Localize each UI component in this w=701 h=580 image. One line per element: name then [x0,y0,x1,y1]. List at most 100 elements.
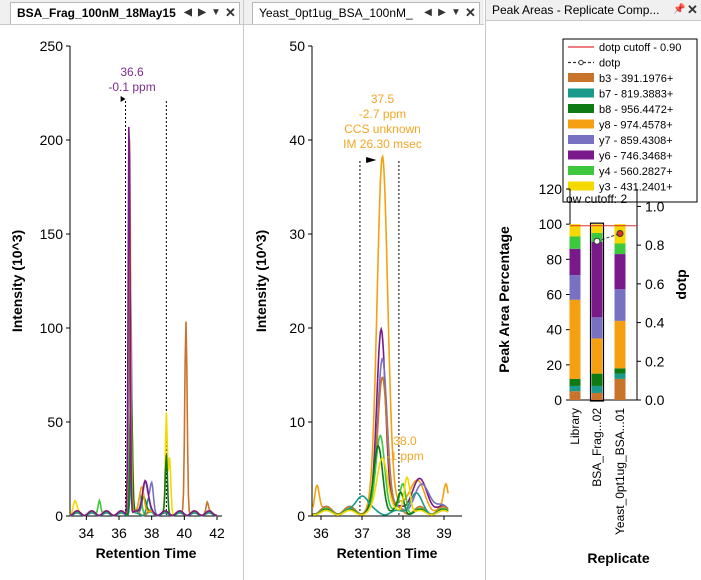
trace-y6 [312,326,449,515]
y2-tick-label: 0.0 [645,392,665,408]
dotp-point [593,237,601,245]
bar-segment [614,289,626,321]
y-tick-label: 50 [47,414,63,430]
bar-segment [591,338,603,374]
peak-annotation-ccs: CCS unknown [344,122,421,136]
y-tick-label: 60 [546,287,562,303]
y-axis-label: Intensity (10^3) [9,230,25,332]
y-tick-label: 80 [546,251,562,267]
tab-controls: ◀ ▶ ▼ ✕ [423,3,476,23]
x-tick-label: 39 [436,525,452,541]
bar-segment [591,224,603,233]
tab-bar-1: BSA_Frag_100nM_18May15 ◀ ▶ ▼ ✕ [0,0,243,25]
bar-segment [614,378,626,400]
y2-tick-label: 0.4 [645,315,665,331]
prev-icon[interactable]: ◀ [184,7,192,18]
tab-yeast[interactable]: Yeast_0pt1ug_BSA_100nM_ ◀ ▶ ▼ ✕ [252,2,480,24]
y-tick-label: 50 [289,38,305,54]
legend-swatch [568,135,594,144]
bar-segment [614,373,626,379]
bar-segment [569,224,581,237]
bar-segment [569,236,581,249]
tab-label: Yeast_0pt1ug_BSA_100nM_ [259,6,413,20]
x-axis-label: Retention Time [337,545,438,561]
bar-segment [591,232,603,242]
y-tick-label: 20 [289,320,305,336]
trace-y8 [69,139,217,517]
bar-segment [569,391,581,400]
legend-label: y4 - 560.2827+ [599,166,673,178]
legend-swatch [568,104,594,113]
x-axis-label: Retention Time [96,545,197,561]
y2-tick-label: 0.8 [645,237,665,253]
peak-areas-pane: Peak Areas - Replicate Comp... 📌 ✕ dotp … [486,0,701,580]
y-tick-label: 250 [40,38,64,54]
x-tick-label: 38 [144,525,160,541]
legend-swatch [568,73,594,82]
close-icon[interactable]: ✕ [465,5,476,20]
y2-tick-label: 0.6 [645,276,665,292]
legend-label: dotp cutoff - 0.90 [599,42,681,54]
trace-y3 [312,457,449,516]
dropdown-icon[interactable]: ▼ [451,7,461,18]
legend-label: b7 - 819.3883+ [599,89,673,101]
peak-areas-chart[interactable]: dotp cutoff - 0.90 dotp b3 - 391.1976+ b7 -… [486,20,701,580]
y-tick-label: 150 [40,226,64,242]
legend-swatch [568,119,594,129]
y2-tick-label: 1.0 [645,198,665,214]
tab-bsa-frag[interactable]: BSA_Frag_100nM_18May15 ◀ ▶ ▼ ✕ [10,2,240,24]
x-tick-label: Yeast_0pt1ug_BSA...01 [613,408,627,535]
x-tick-label: 40 [177,525,193,541]
legend-label: y3 - 431.2401+ [599,182,673,194]
close-icon[interactable]: ✕ [225,5,236,20]
pane-divider[interactable] [485,0,486,580]
dotp-point [616,230,624,238]
tab-bar-2: Yeast_0pt1ug_BSA_100nM_ ◀ ▶ ▼ ✕ [244,0,484,25]
bar-segment [591,385,603,393]
y-tick-label: 20 [546,357,562,373]
y-tick-label: 30 [289,226,305,242]
trace-y7 [69,270,217,517]
bar-segment [569,299,581,379]
dropdown-icon[interactable]: ▼ [211,7,221,18]
bar-segment [614,243,626,255]
peak-marker-arrow [120,96,126,102]
peak-annotation-im: IM 26.30 msec [343,137,422,151]
legend-swatch [568,88,594,98]
bar-segment [591,241,603,318]
panel-controls: 📌 ✕ [673,0,698,20]
next-icon[interactable]: ▶ [198,7,206,18]
tab-controls: ◀ ▶ ▼ ✕ [183,3,236,23]
x-tick-label: 38 [395,525,411,541]
chromatogram-chart-2[interactable]: 0 10 20 30 40 50 36 37 38 39 Intensity (10^3) Reten… [244,24,484,580]
close-icon[interactable]: ✕ [687,2,698,17]
bar-segment [591,317,603,339]
y-tick-label: 10 [289,414,305,430]
y-tick-label: 200 [40,132,64,148]
y-tick-label: 0 [297,508,305,524]
trace-y6 [69,126,217,517]
x-tick-label: BSA_Frag...02 [590,408,604,487]
chromatogram-chart-1[interactable]: 0 50 100 150 200 250 34 36 38 40 42 Intensity (10^3… [0,24,243,580]
bar-segment [569,385,581,392]
peak-annotation-rt: 37.5 [371,92,395,106]
x-tick-label: 36 [111,525,127,541]
y2-axis-label: dotp [673,269,689,299]
legend-dash-marker [578,59,584,66]
legend-label: dotp [599,58,620,70]
bar-segment [614,368,626,374]
legend-label: y7 - 859.4308+ [599,135,673,147]
low-cutoff-label: ow cutoff: 2 [566,192,627,206]
legend-label: y6 - 746.3468+ [599,151,673,163]
y-tick-label: 100 [40,320,64,336]
peak-annotation-rt: 36.6 [120,65,144,79]
panel-title-bar: Peak Areas - Replicate Comp... 📌 ✕ [486,0,701,21]
bar-segment [569,248,581,276]
next-icon[interactable]: ▶ [438,7,446,18]
y-tick-label: 40 [289,132,305,148]
prev-icon[interactable]: ◀ [424,7,432,18]
x-tick-label: 34 [79,525,95,541]
pin-icon[interactable]: 📌 [673,4,686,15]
pane-divider[interactable] [243,0,244,580]
y-axis-label: Intensity (10^3) [253,230,269,332]
